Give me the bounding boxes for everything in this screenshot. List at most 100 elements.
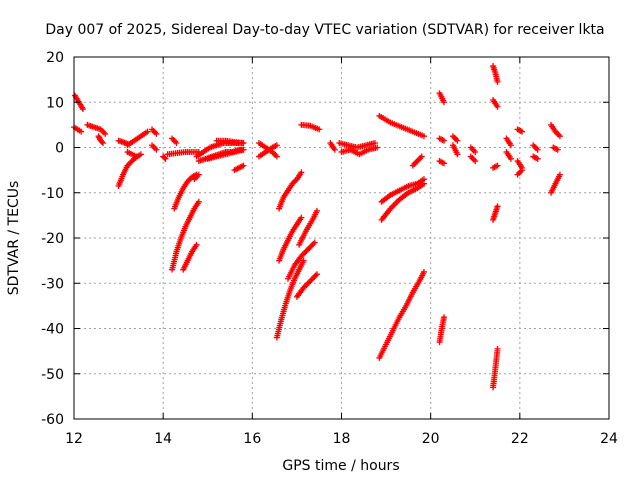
data-series-segment — [273, 257, 307, 341]
data-point — [454, 137, 461, 144]
y-tick-label: 10 — [46, 95, 64, 111]
data-point — [193, 241, 200, 248]
data-point — [420, 180, 427, 187]
data-point — [98, 138, 105, 145]
data-series-segment — [376, 112, 427, 140]
data-series-segment — [213, 137, 247, 146]
data-point — [494, 345, 501, 352]
data-point — [441, 314, 448, 321]
data-point — [300, 257, 307, 264]
data-series-segment — [276, 169, 305, 212]
data-point — [454, 151, 461, 158]
data-point — [153, 130, 160, 137]
data-point — [554, 146, 561, 153]
data-series-segment — [204, 146, 247, 162]
data-series-segment — [550, 144, 561, 153]
y-tick-label: -50 — [41, 367, 64, 383]
data-series-segment — [378, 176, 427, 205]
y-tick-label: -40 — [41, 322, 64, 338]
y-tick-label: -60 — [41, 412, 64, 428]
data-series-segment — [256, 142, 280, 160]
data-series-segment — [490, 63, 501, 85]
data-series-segment — [436, 135, 448, 144]
data-point — [240, 139, 247, 146]
y-axis-label: SDTVAR / TECUs — [6, 181, 22, 296]
data-series-segment — [296, 207, 320, 248]
x-tick-label: 16 — [243, 431, 261, 447]
grid-lines — [74, 57, 609, 419]
data-point — [472, 158, 479, 165]
data-point — [173, 139, 180, 146]
data-point — [507, 155, 514, 162]
y-tick-label: -20 — [41, 231, 64, 247]
axes: 12 14 16 18 20 22 24 -60 -50 -40 -30 -20 -10 0 10 20 — [41, 50, 618, 447]
data-point — [313, 271, 320, 278]
data-marks — [71, 63, 563, 391]
data-point — [420, 268, 427, 275]
data-point — [144, 128, 151, 135]
data-point — [441, 99, 448, 106]
data-series-segment — [293, 271, 320, 300]
data-point — [195, 198, 202, 205]
y-tick-label: 0 — [55, 141, 64, 157]
data-point — [316, 126, 323, 133]
data-point — [472, 149, 479, 156]
x-axis-label: GPS time / hours — [282, 458, 399, 474]
data-point — [534, 155, 541, 162]
data-series-segment — [548, 121, 563, 140]
data-point — [441, 160, 448, 167]
data-series-segment — [490, 96, 501, 110]
data-point — [153, 146, 160, 153]
x-tick-label: 12 — [65, 431, 83, 447]
data-point — [534, 146, 541, 153]
x-tick-label: 20 — [422, 431, 440, 447]
data-series-segment — [530, 142, 541, 153]
data-series-segment — [467, 153, 479, 165]
data-point — [161, 154, 168, 161]
y-tick-label: -30 — [41, 276, 64, 292]
data-series-segment — [336, 139, 378, 151]
data-series-segment — [503, 135, 514, 149]
data-point — [162, 155, 169, 162]
data-series-segment — [115, 151, 144, 189]
data-series-segment — [409, 153, 425, 169]
data-series-segment — [530, 153, 541, 162]
data-point — [331, 146, 338, 153]
y-tick-label: -10 — [41, 186, 64, 202]
data-series-segment — [231, 162, 247, 174]
data-series-segment — [490, 203, 501, 223]
data-series-segment — [490, 345, 501, 391]
data-series-segment — [449, 133, 461, 144]
data-series-segment — [436, 314, 448, 346]
data-series-segment — [164, 149, 202, 158]
data-series-segment — [169, 135, 180, 146]
data-series-segment — [376, 268, 427, 361]
y-tick-label: 20 — [46, 50, 64, 66]
data-point — [313, 207, 320, 214]
data-point — [102, 130, 109, 137]
data-series-segment — [327, 139, 338, 153]
data-point — [311, 239, 318, 246]
data-point — [137, 151, 144, 158]
data-point — [298, 214, 305, 221]
data-point — [240, 146, 247, 153]
data-point — [298, 169, 305, 176]
data-series-segment — [490, 162, 501, 171]
x-tick-label: 14 — [154, 431, 172, 447]
data-series-segment — [298, 121, 323, 133]
data-series-segment — [449, 142, 461, 158]
data-series-segment — [378, 180, 427, 223]
data-series-segment — [548, 171, 563, 196]
data-point — [441, 137, 448, 144]
data-series-segment — [71, 92, 86, 113]
data-point — [494, 203, 501, 210]
data-point — [273, 142, 280, 149]
data-point — [519, 167, 526, 174]
data-series-segment — [514, 126, 526, 135]
data-point — [99, 139, 106, 146]
data-series-segment — [436, 158, 448, 167]
data-point — [374, 144, 381, 151]
data-point — [420, 133, 427, 140]
data-series-segment — [338, 144, 381, 158]
data-series-segment — [160, 153, 169, 162]
